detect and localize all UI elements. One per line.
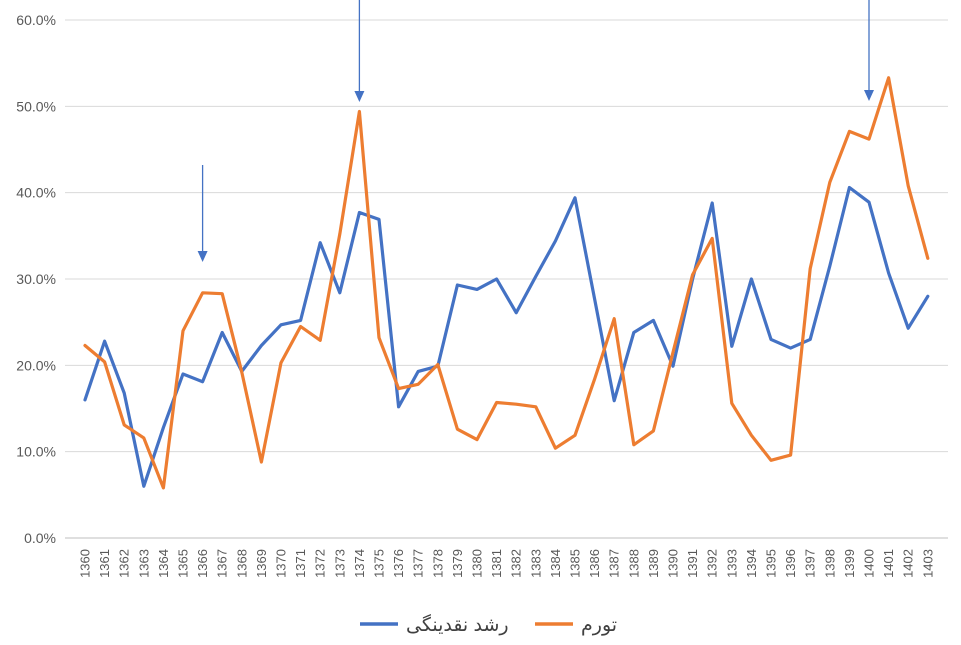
annotation-arrows (197, 0, 874, 262)
x-tick-label: 1364 (156, 549, 171, 578)
x-tick-label: 1389 (646, 549, 661, 578)
x-tick-label: 1361 (97, 549, 112, 578)
x-tick-label: 1390 (666, 549, 681, 578)
series-lines (83, 76, 930, 490)
x-tick-label: 1367 (215, 549, 230, 578)
annotation-arrow-head (197, 251, 208, 262)
x-tick-label: 1366 (195, 549, 210, 578)
x-tick-label: 1387 (607, 549, 622, 578)
x-tick-label: 1369 (254, 549, 269, 578)
y-tick-label: 10.0% (16, 444, 56, 460)
x-tick-label: 1388 (626, 549, 641, 578)
x-tick-label: 1372 (313, 549, 328, 578)
x-tick-label: 1391 (685, 549, 700, 578)
annotation-arrow (354, 0, 365, 102)
series-line-inflation (83, 76, 930, 490)
x-tick-label: 1368 (234, 549, 249, 578)
y-axis: 0.0% 10.0% 20.0% 30.0% 40.0% 50.0% 60.0% (16, 12, 56, 546)
x-tick-label: 1380 (470, 549, 485, 578)
x-tick-label: 1384 (548, 549, 563, 578)
x-tick-label: 1401 (881, 549, 896, 578)
x-tick-label: 1370 (274, 549, 289, 578)
y-tick-label: 30.0% (16, 271, 56, 287)
x-tick-label: 1381 (489, 549, 504, 578)
x-tick-label: 1371 (293, 549, 308, 578)
annotation-arrow (197, 165, 208, 262)
legend-label-money-growth: رشد نقدینگی (406, 613, 509, 636)
x-tick-label: 1392 (705, 549, 720, 578)
y-tick-label: 0.0% (24, 530, 56, 546)
x-tick-label: 1403 (920, 549, 935, 578)
x-tick-label: 1378 (430, 549, 445, 578)
x-tick-label: 1402 (901, 549, 916, 578)
x-tick-label: 1375 (372, 549, 387, 578)
x-tick-label: 1362 (117, 549, 132, 578)
x-tick-label: 1400 (862, 549, 877, 578)
x-tick-label: 1398 (822, 549, 837, 578)
series-line-money-growth (83, 185, 930, 488)
x-tick-label: 1377 (411, 549, 426, 578)
x-tick-label: 1379 (450, 549, 465, 578)
x-tick-label: 1376 (391, 549, 406, 578)
y-tick-label: 50.0% (16, 98, 56, 114)
x-tick-label: 1393 (724, 549, 739, 578)
x-tick-label: 1360 (78, 549, 93, 578)
legend: رشد نقدینگی تورم (360, 613, 617, 636)
x-tick-label: 1385 (568, 549, 583, 578)
x-tick-label: 1386 (587, 549, 602, 578)
x-tick-label: 1397 (803, 549, 818, 578)
gridlines (65, 19, 948, 539)
x-tick-label: 1383 (528, 549, 543, 578)
x-tick-label: 1374 (352, 549, 367, 578)
annotation-arrow-head (354, 91, 365, 102)
x-tick-label: 1395 (764, 549, 779, 578)
x-tick-label: 1373 (332, 549, 347, 578)
x-tick-label: 1363 (136, 549, 151, 578)
y-tick-label: 60.0% (16, 12, 56, 28)
legend-label-inflation: تورم (581, 615, 617, 636)
x-tick-label: 1394 (744, 549, 759, 578)
x-tick-label: 1396 (783, 549, 798, 578)
annotation-arrow (864, 0, 874, 101)
x-tick-label: 1382 (509, 549, 524, 578)
x-tick-label: 1399 (842, 549, 857, 578)
annotation-arrow-head (864, 90, 874, 101)
y-tick-label: 20.0% (16, 357, 56, 373)
x-axis: 1360 1361 1362 1363 1364 1365 1366 1367 1368 1369… (78, 549, 936, 578)
x-tick-label: 1365 (176, 549, 191, 578)
y-tick-label: 40.0% (16, 185, 56, 201)
